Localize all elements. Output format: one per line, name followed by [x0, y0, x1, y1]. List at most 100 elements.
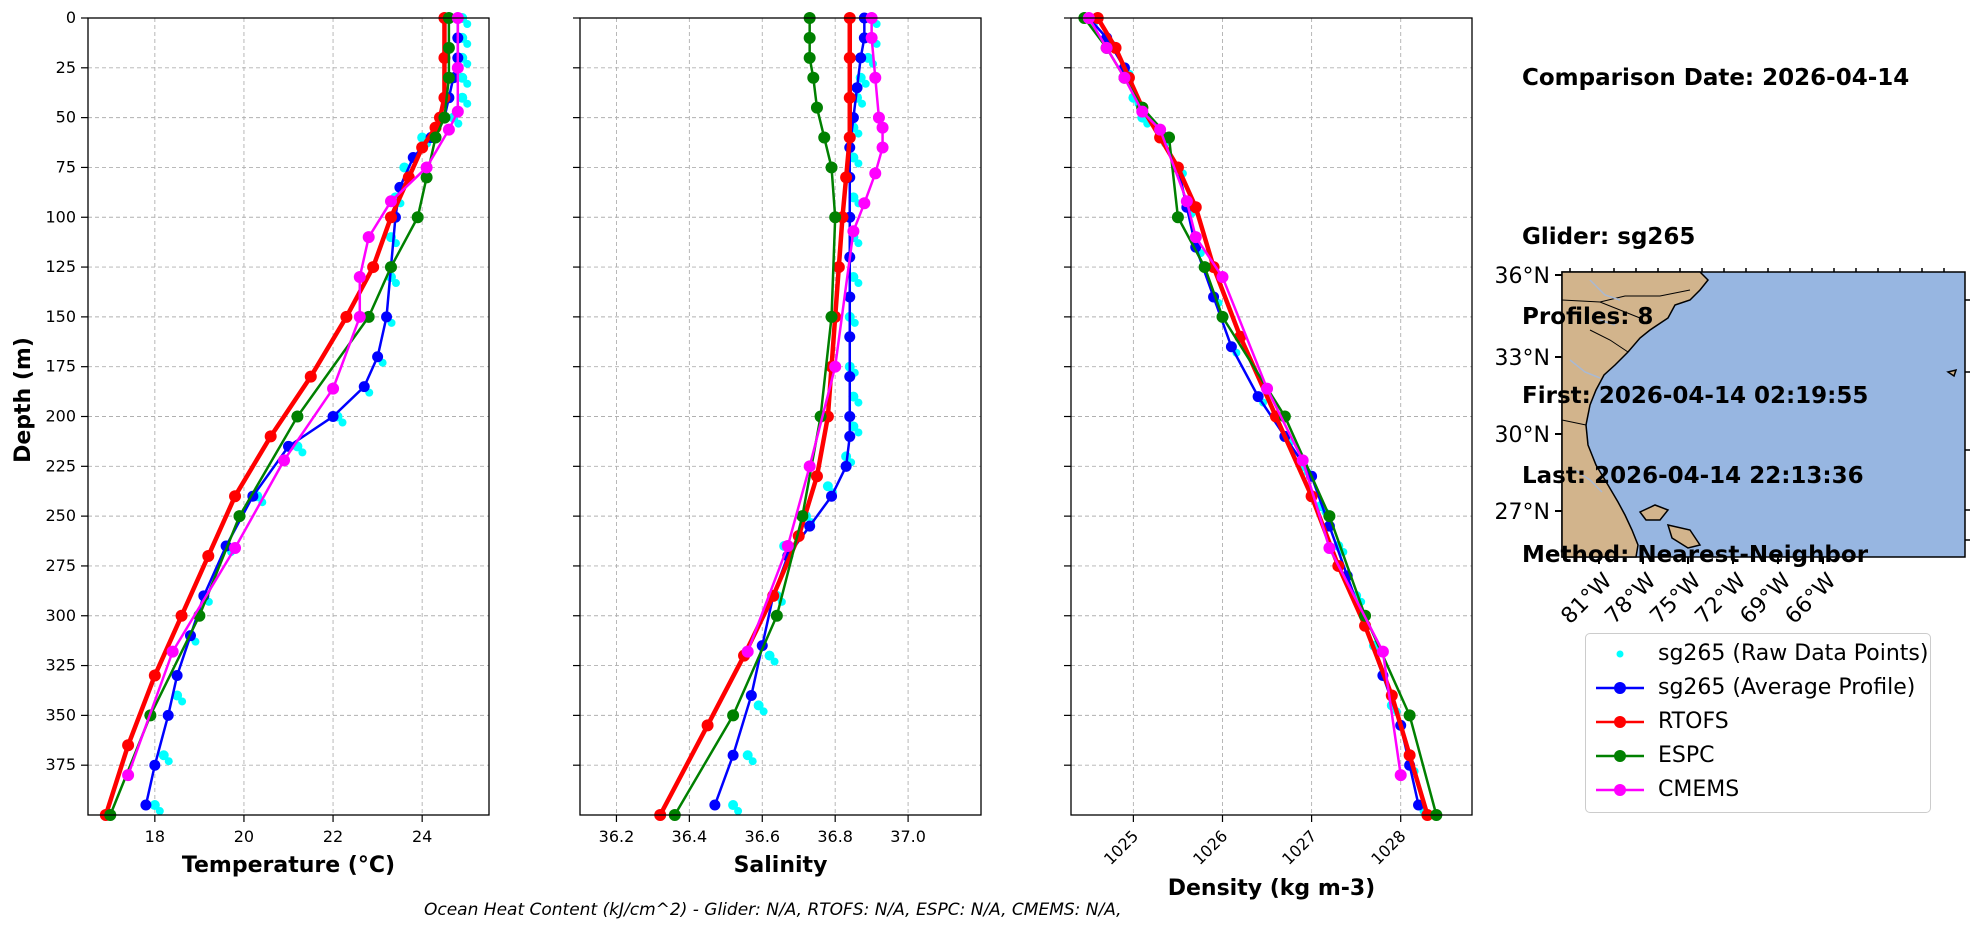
series-marker-3: [803, 31, 816, 44]
series-marker-4: [803, 460, 816, 473]
series-marker-1: [1252, 391, 1264, 403]
series-marker-3: [442, 41, 455, 54]
series-marker-1: [372, 351, 384, 363]
method: Method: Nearest-Neighbor: [1522, 542, 1869, 568]
raw-point: [822, 481, 833, 492]
series-marker-2: [416, 141, 429, 154]
series-marker-3: [1163, 131, 1176, 144]
raw-point: [734, 807, 743, 816]
ytick-label-13: 325: [45, 656, 76, 675]
series-marker-4: [876, 121, 889, 134]
raw-point: [457, 72, 468, 83]
series-marker-4: [865, 31, 878, 44]
raw-point: [454, 119, 463, 128]
series-marker-4: [278, 454, 291, 467]
series-marker-3: [384, 261, 397, 274]
series-marker-4: [869, 167, 882, 180]
series-marker-4: [420, 161, 433, 174]
series-line-1: [713, 18, 866, 806]
raw-point: [164, 757, 173, 766]
legend-swatch-raw: [1616, 650, 1624, 658]
raw-point: [854, 279, 863, 288]
series-marker-1: [162, 709, 174, 721]
raw-point: [728, 800, 739, 811]
raw-point: [854, 428, 863, 437]
series-line-2: [1095, 16, 1430, 816]
series-marker-2: [832, 261, 845, 274]
density-panel: 1025 1026 1027 1028 Density (kg m-3): [1064, 12, 1473, 901]
raw-point: [759, 707, 768, 716]
series-marker-4: [1323, 542, 1336, 555]
ytick-label-15: 375: [45, 755, 76, 774]
series-marker-2: [843, 91, 856, 104]
series-marker-2: [438, 91, 451, 104]
series-marker-4: [1296, 454, 1309, 467]
series-marker-3: [829, 211, 842, 224]
series-marker-3: [818, 131, 831, 144]
series-marker-2: [840, 171, 853, 184]
raw-point: [149, 800, 160, 811]
xlabel-1: Salinity: [734, 853, 828, 878]
series-marker-1: [844, 291, 856, 303]
salinity-panel: 36.2 36.4 36.6 36.8 37.0 Salinity: [573, 12, 982, 878]
xtick-label-0: 36.2: [599, 827, 635, 846]
axes-frame: [1070, 17, 1473, 816]
map-lat-label: 36°N: [1495, 264, 1550, 289]
series-marker-4: [1180, 195, 1193, 208]
xtick-label-0: 18: [145, 827, 165, 846]
map-land: [1561, 271, 1710, 558]
xtick-label-1: 36.4: [672, 827, 708, 846]
raw-point: [742, 750, 753, 761]
series-marker-4: [1154, 123, 1167, 136]
series-marker-1: [855, 52, 867, 64]
series-marker-4: [122, 769, 135, 782]
map-rivers: [1569, 279, 1621, 493]
series-marker-3: [770, 609, 783, 622]
xtick-label-0: 1025: [1100, 826, 1142, 868]
series-marker-4: [741, 645, 754, 658]
series-marker-1: [844, 371, 856, 383]
series-marker-4: [229, 542, 242, 555]
series-marker-1: [381, 311, 393, 323]
series-marker-4: [442, 123, 455, 136]
series-marker-4: [1261, 382, 1274, 395]
legend: sg265 (Raw Data Points) sg265 (Average P…: [1585, 633, 1931, 813]
series-marker-4: [1118, 71, 1131, 84]
map-lat-label: 27°N: [1495, 500, 1550, 525]
series-marker-2: [843, 51, 856, 64]
series-marker-1: [140, 799, 152, 811]
series-marker-1: [709, 799, 721, 811]
axes-frame: [87, 17, 490, 816]
ytick-label-3: 75: [56, 157, 76, 176]
legend-swatch-rtofs: [1596, 716, 1644, 728]
raw-point: [463, 39, 472, 48]
xlabel-2: Density (kg m-3): [1168, 876, 1376, 901]
series-marker-2: [340, 310, 353, 323]
map-lat-label: 33°N: [1495, 346, 1550, 371]
series-marker-2: [175, 609, 188, 622]
legend-label: CMEMS: [1658, 777, 1740, 802]
series-marker-1: [844, 411, 856, 422]
series-marker-4: [166, 645, 179, 658]
series-marker-4: [451, 61, 464, 74]
raw-point: [858, 99, 867, 108]
series-marker-3: [438, 111, 451, 124]
series-marker-3: [1171, 211, 1184, 224]
xtick-label-1: 20: [234, 827, 254, 846]
ytick-label-12: 300: [45, 606, 76, 625]
legend-swatch-espc: [1596, 750, 1644, 762]
series-marker-4: [1100, 41, 1113, 54]
series-marker-1: [1225, 341, 1237, 353]
series-marker-4: [869, 71, 882, 84]
series-marker-3: [825, 310, 838, 323]
raw-point: [854, 398, 863, 407]
series-marker-2: [229, 490, 242, 503]
series-marker-3: [796, 510, 809, 523]
series-marker-2: [367, 261, 380, 274]
xtick-label-1: 1026: [1189, 826, 1231, 868]
series-marker-3: [442, 71, 455, 84]
ytick-label-1: 25: [56, 58, 76, 77]
raw-point: [338, 418, 347, 427]
series-marker-3: [810, 101, 823, 114]
xtick-label-4: 37.0: [890, 827, 926, 846]
